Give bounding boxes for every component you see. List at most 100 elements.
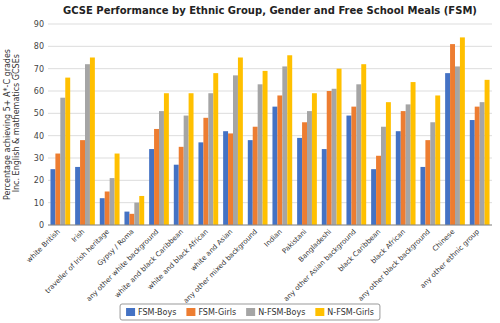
grid-line	[48, 68, 492, 69]
bar	[253, 127, 258, 225]
bar	[386, 102, 391, 225]
legend-label: N-FSM-Boys	[258, 308, 305, 317]
y-tick-label: 80	[34, 42, 44, 51]
bar	[435, 95, 440, 225]
bar	[258, 84, 263, 225]
bar	[50, 169, 55, 225]
legend-item: FSM-Girls	[186, 308, 236, 317]
x-tick-label: any other mixed background	[182, 228, 259, 305]
bar	[272, 107, 277, 225]
bar	[425, 140, 430, 225]
bar	[307, 111, 312, 225]
bar	[401, 111, 406, 225]
bar	[85, 64, 90, 225]
y-tick-label: 60	[34, 87, 44, 96]
bar	[203, 118, 208, 225]
x-tick-label: any other ethnic group	[419, 227, 482, 290]
bar	[55, 154, 60, 225]
bars	[50, 37, 489, 225]
legend-swatch	[246, 308, 255, 316]
y-axis-label-line: Inc. English & mathematics GCSEs	[12, 54, 21, 195]
bar	[263, 71, 268, 225]
bar	[179, 147, 184, 225]
grid-line	[48, 91, 492, 92]
bar	[396, 131, 401, 225]
bar	[65, 78, 70, 225]
bar	[208, 93, 213, 225]
y-tick-label: 30	[34, 154, 44, 163]
bar	[159, 111, 164, 225]
bar	[376, 156, 381, 225]
bar	[60, 98, 65, 225]
legend-label: FSM-Boys	[138, 308, 176, 317]
bar	[445, 73, 450, 225]
x-axis-line	[48, 225, 492, 226]
bar	[154, 129, 159, 225]
bar	[287, 55, 292, 225]
bar	[485, 80, 490, 225]
bar	[213, 73, 218, 225]
series	[65, 37, 489, 225]
grid	[48, 24, 492, 225]
x-tick-label: Irish	[70, 228, 86, 244]
legend-item: N-FSM-Girls	[315, 308, 374, 317]
bar	[134, 203, 139, 225]
bar	[223, 131, 228, 225]
legend-frame	[120, 304, 380, 320]
bar	[233, 75, 238, 225]
bar	[90, 58, 95, 226]
bar	[411, 82, 416, 225]
title: GCSE Performance by Ethnic Group, Gender…	[63, 5, 477, 16]
bar	[164, 93, 169, 225]
bar	[110, 178, 115, 225]
legend: FSM-Boys FSM-Girls N-FSM-Boys N-FSM-Girls	[120, 304, 380, 320]
x-tick-label: Indian	[263, 228, 284, 249]
bar	[356, 84, 361, 225]
bar	[475, 107, 480, 225]
x-tick-label: white and Asian	[189, 228, 234, 273]
legend-swatch	[186, 308, 195, 316]
y-tick-label: 70	[34, 65, 44, 74]
bar	[460, 37, 465, 225]
bar	[312, 93, 317, 225]
grid-line	[48, 225, 492, 226]
y-tick-label: 50	[34, 109, 44, 118]
bar	[80, 140, 85, 225]
legend-swatch	[315, 308, 324, 316]
bar	[100, 198, 105, 225]
bar	[238, 58, 243, 226]
bar	[406, 104, 411, 225]
bar	[322, 149, 327, 225]
y-tick-label: 0	[39, 221, 44, 230]
bar	[184, 116, 189, 225]
grid-line	[48, 46, 492, 47]
y-tick-label: 20	[34, 176, 44, 185]
bar	[455, 66, 460, 225]
legend-item: FSM-Boys	[126, 308, 176, 317]
grid-line	[48, 24, 492, 25]
bar	[228, 133, 233, 225]
bar	[198, 142, 203, 225]
bar	[450, 44, 455, 225]
legend-label: FSM-Girls	[198, 308, 236, 317]
bar	[327, 91, 332, 225]
bar	[332, 89, 337, 225]
y-tick-label: 40	[34, 132, 44, 141]
y-tick-label: 90	[34, 20, 44, 29]
bar	[139, 196, 144, 225]
bar	[297, 138, 302, 225]
grid-line	[48, 135, 492, 136]
bar	[105, 192, 110, 226]
y-tick-label: 10	[34, 199, 44, 208]
bar	[302, 122, 307, 225]
bar	[361, 64, 366, 225]
y-axis-label-line: Percentage achieving 5+ A*-C grades	[3, 49, 12, 200]
grid-line	[48, 113, 492, 114]
bar	[470, 120, 475, 225]
y-axis-label: Percentage achieving 5+ A*-C grades Inc.…	[3, 49, 21, 200]
bar	[248, 140, 253, 225]
legend-swatch	[126, 308, 135, 316]
bar	[282, 66, 287, 225]
bar	[371, 169, 376, 225]
bar	[480, 102, 485, 225]
